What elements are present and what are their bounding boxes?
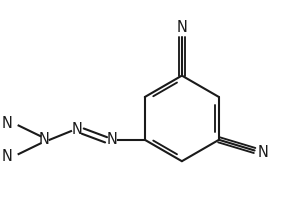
- Text: N: N: [258, 145, 268, 160]
- Text: N: N: [1, 149, 12, 164]
- Text: N: N: [1, 116, 12, 131]
- Text: N: N: [107, 132, 118, 147]
- Text: N: N: [39, 132, 50, 147]
- Text: N: N: [177, 20, 187, 35]
- Text: N: N: [71, 122, 82, 137]
